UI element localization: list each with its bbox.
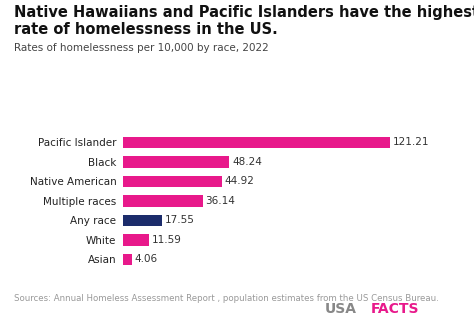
- Text: 36.14: 36.14: [205, 196, 235, 206]
- Text: 17.55: 17.55: [164, 215, 194, 226]
- Text: 11.59: 11.59: [151, 235, 181, 245]
- Text: Native Hawaiians and Pacific Islanders have the highest: Native Hawaiians and Pacific Islanders h…: [14, 5, 474, 20]
- Text: 48.24: 48.24: [232, 157, 262, 167]
- Text: 4.06: 4.06: [135, 255, 158, 264]
- Bar: [123, 195, 203, 207]
- Bar: [123, 176, 222, 187]
- Text: rate of homelessness in the US.: rate of homelessness in the US.: [14, 22, 278, 37]
- Text: USA: USA: [325, 302, 357, 316]
- Text: Rates of homelessness per 10,000 by race, 2022: Rates of homelessness per 10,000 by race…: [14, 43, 269, 53]
- Bar: [123, 137, 390, 148]
- Bar: [123, 254, 132, 265]
- Text: 44.92: 44.92: [225, 176, 255, 187]
- Bar: [123, 156, 229, 168]
- Text: Sources: Annual Homeless Assessment Report , population estimates from the US Ce: Sources: Annual Homeless Assessment Repo…: [14, 294, 439, 303]
- Text: 121.21: 121.21: [392, 137, 429, 147]
- Bar: [123, 215, 162, 226]
- Text: FACTS: FACTS: [371, 302, 419, 316]
- Bar: [123, 234, 149, 246]
